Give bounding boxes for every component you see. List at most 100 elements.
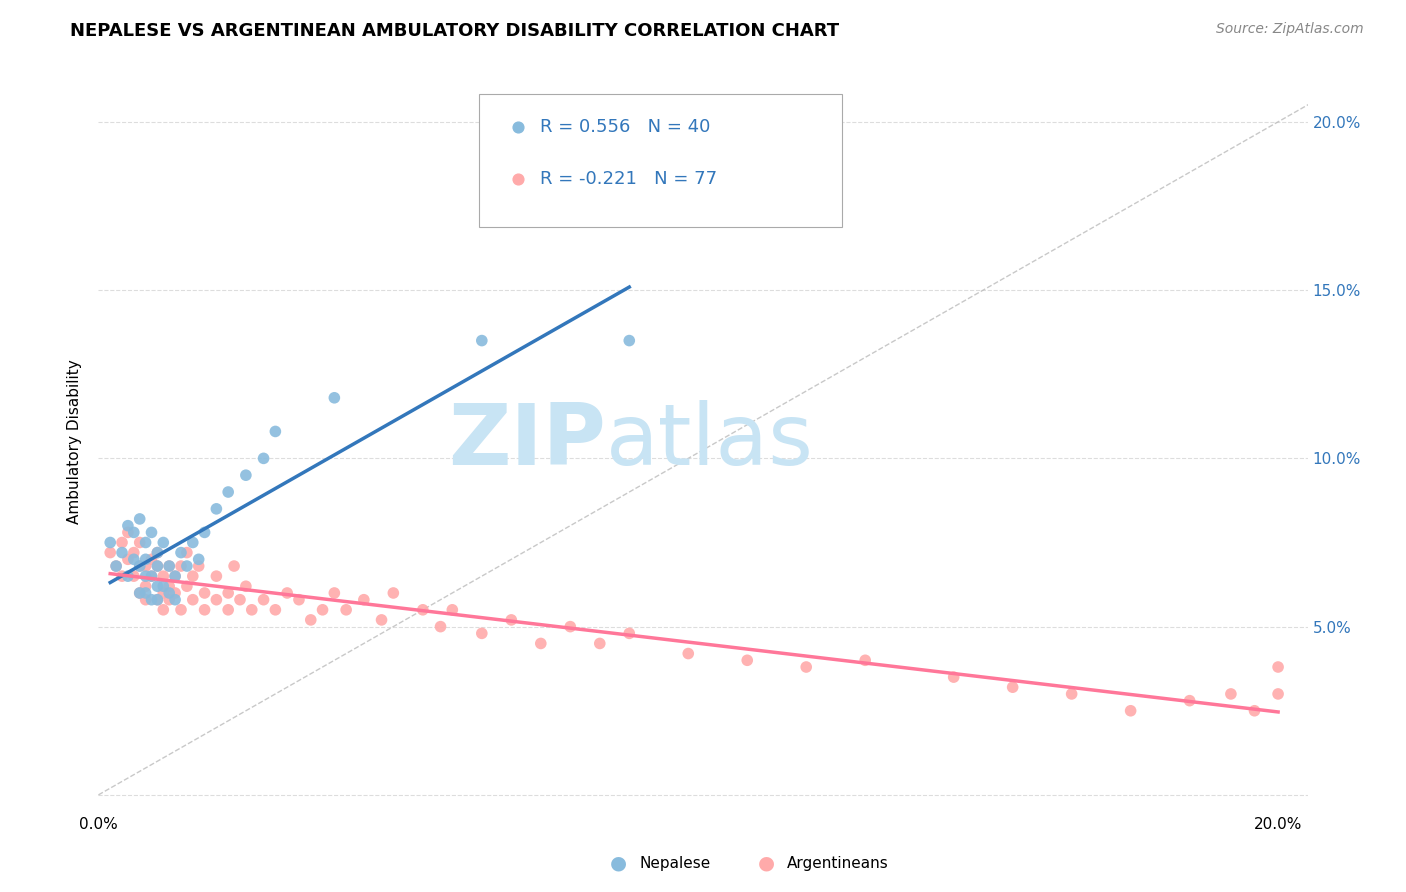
Point bbox=[146, 559, 169, 574]
Point bbox=[323, 391, 346, 405]
Point bbox=[128, 586, 150, 600]
Point bbox=[194, 586, 217, 600]
Point bbox=[1001, 680, 1024, 694]
Point bbox=[170, 559, 193, 574]
Point bbox=[235, 579, 257, 593]
Point bbox=[382, 586, 405, 600]
Point bbox=[181, 569, 204, 583]
Point bbox=[152, 569, 174, 583]
Y-axis label: Ambulatory Disability: Ambulatory Disability bbox=[67, 359, 83, 524]
Point bbox=[135, 579, 157, 593]
Point bbox=[141, 592, 163, 607]
Point bbox=[501, 613, 523, 627]
Point bbox=[276, 586, 298, 600]
Point bbox=[165, 569, 187, 583]
Point bbox=[1119, 704, 1142, 718]
Point bbox=[1178, 694, 1201, 708]
Point bbox=[471, 334, 494, 348]
Point bbox=[429, 619, 451, 633]
Point bbox=[441, 603, 464, 617]
Point bbox=[217, 603, 239, 617]
Point bbox=[128, 535, 150, 549]
Point bbox=[111, 535, 134, 549]
Point bbox=[288, 592, 311, 607]
Text: R = -0.221   N = 77: R = -0.221 N = 77 bbox=[540, 169, 717, 187]
Point bbox=[135, 592, 157, 607]
Point bbox=[128, 559, 150, 574]
Point bbox=[619, 626, 641, 640]
Point bbox=[735, 653, 758, 667]
Point bbox=[323, 586, 346, 600]
Point bbox=[240, 603, 263, 617]
Point bbox=[141, 552, 163, 566]
Point bbox=[122, 546, 145, 560]
Point bbox=[1243, 704, 1265, 718]
Point bbox=[128, 559, 150, 574]
Point bbox=[412, 603, 434, 617]
Text: Source: ZipAtlas.com: Source: ZipAtlas.com bbox=[1216, 22, 1364, 37]
Point bbox=[299, 613, 322, 627]
Point bbox=[794, 660, 817, 674]
Point bbox=[176, 546, 198, 560]
Point bbox=[117, 525, 139, 540]
Point bbox=[152, 535, 174, 549]
Text: NEPALESE VS ARGENTINEAN AMBULATORY DISABILITY CORRELATION CHART: NEPALESE VS ARGENTINEAN AMBULATORY DISAB… bbox=[70, 22, 839, 40]
Point bbox=[157, 592, 180, 607]
Point bbox=[128, 512, 150, 526]
Point bbox=[117, 569, 139, 583]
Point bbox=[335, 603, 357, 617]
Point bbox=[311, 603, 333, 617]
Point bbox=[146, 579, 169, 593]
Point bbox=[252, 592, 274, 607]
Point bbox=[942, 670, 965, 684]
Text: ●: ● bbox=[610, 854, 627, 873]
Point bbox=[229, 592, 252, 607]
Point bbox=[252, 451, 274, 466]
Point bbox=[264, 425, 287, 439]
Text: Nepalese: Nepalese bbox=[640, 856, 711, 871]
Point bbox=[111, 569, 134, 583]
Point bbox=[146, 559, 169, 574]
Point bbox=[152, 603, 174, 617]
Point bbox=[181, 535, 204, 549]
Point bbox=[157, 579, 180, 593]
FancyBboxPatch shape bbox=[479, 94, 842, 227]
Point bbox=[135, 535, 157, 549]
Text: atlas: atlas bbox=[606, 400, 814, 483]
Point bbox=[135, 586, 157, 600]
Point bbox=[157, 559, 180, 574]
Point bbox=[98, 535, 121, 549]
Point bbox=[264, 603, 287, 617]
Point bbox=[152, 586, 174, 600]
Point bbox=[170, 546, 193, 560]
Point bbox=[141, 569, 163, 583]
Point bbox=[122, 552, 145, 566]
Point bbox=[194, 603, 217, 617]
Point bbox=[194, 525, 217, 540]
Point bbox=[98, 546, 121, 560]
Point bbox=[146, 546, 169, 560]
Point bbox=[205, 569, 228, 583]
Text: R = 0.556   N = 40: R = 0.556 N = 40 bbox=[540, 118, 710, 136]
Point bbox=[353, 592, 375, 607]
Point bbox=[222, 559, 245, 574]
Point bbox=[146, 546, 169, 560]
Point bbox=[217, 485, 239, 500]
Point bbox=[111, 546, 134, 560]
Point bbox=[217, 586, 239, 600]
Point bbox=[589, 636, 612, 650]
Point bbox=[157, 559, 180, 574]
Text: ZIP: ZIP bbox=[449, 400, 606, 483]
Point bbox=[105, 559, 128, 574]
Point bbox=[157, 586, 180, 600]
Point bbox=[1219, 687, 1241, 701]
Point bbox=[141, 569, 163, 583]
Point bbox=[146, 592, 169, 607]
Point bbox=[530, 636, 553, 650]
Point bbox=[471, 626, 494, 640]
Point bbox=[176, 579, 198, 593]
Point bbox=[105, 559, 128, 574]
Point bbox=[165, 586, 187, 600]
Point bbox=[853, 653, 876, 667]
Point bbox=[122, 525, 145, 540]
